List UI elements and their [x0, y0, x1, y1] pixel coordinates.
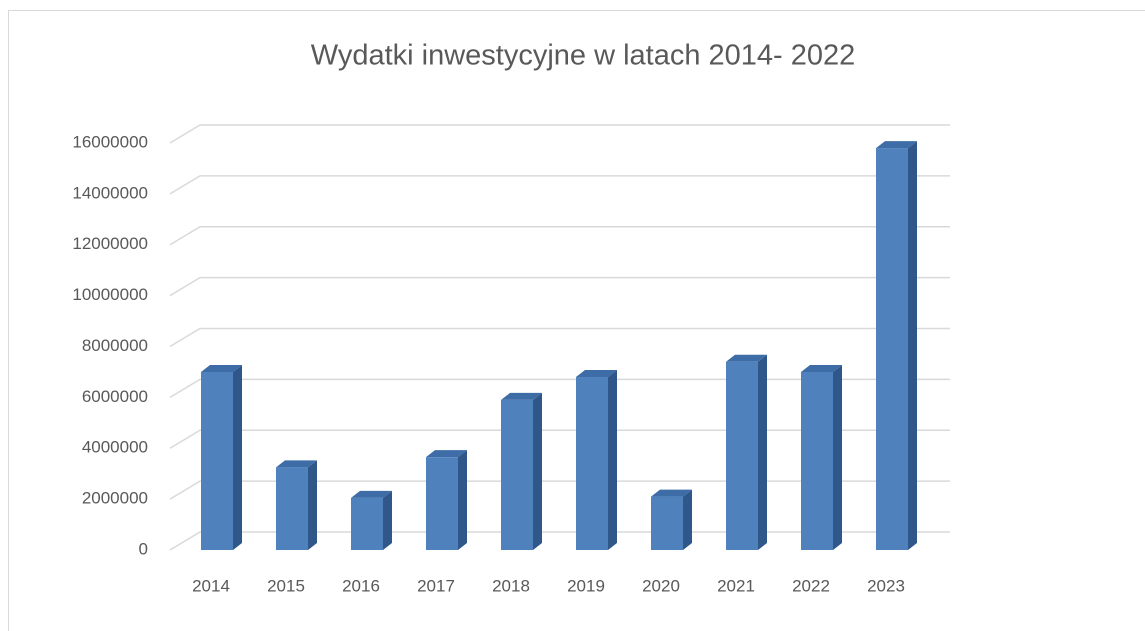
bar-top: [351, 490, 392, 498]
grid-line: [169, 276, 950, 297]
bar: [651, 496, 683, 550]
bar: [426, 457, 458, 550]
x-tick-label: 2019: [567, 576, 605, 595]
bar: [726, 361, 758, 550]
bar-side: [308, 460, 317, 550]
bar-side: [833, 364, 842, 550]
y-tick-label: 8000000: [82, 336, 148, 355]
bar-top: [651, 489, 692, 497]
bar-top: [426, 450, 467, 458]
grid-line: [169, 226, 950, 246]
bar: [576, 377, 608, 550]
bar: [501, 399, 533, 550]
x-tick-label: 2023: [867, 576, 905, 595]
bar: [801, 371, 833, 550]
x-tick-label: 2017: [417, 576, 455, 595]
chart-frame: [8, 10, 1145, 631]
grid-line: [169, 480, 950, 500]
grid-line: [169, 327, 950, 348]
y-tick-label: 14000000: [72, 183, 148, 202]
y-tick-label: 4000000: [82, 438, 148, 457]
y-tick-label: 2000000: [82, 489, 148, 508]
y-tick-label: 10000000: [72, 285, 148, 304]
bar-side: [233, 364, 242, 550]
bar-top: [276, 460, 317, 468]
bar-top: [201, 364, 242, 372]
x-tick-label: 2018: [492, 576, 530, 595]
x-tick-label: 2022: [792, 576, 830, 595]
x-tick-label: 2021: [717, 576, 755, 595]
bar-side: [608, 370, 617, 550]
bar-side: [383, 490, 392, 550]
bar-side: [458, 450, 467, 550]
y-tick-label: 0: [139, 539, 148, 558]
chart-title: Wydatki inwestycyjne w latach 2014- 2022: [311, 40, 856, 72]
bar: [201, 371, 233, 550]
bar: [351, 497, 383, 550]
x-tick-label: 2016: [342, 576, 380, 595]
x-tick-label: 2015: [267, 576, 305, 595]
grid-line: [169, 531, 950, 551]
bar-side: [758, 354, 767, 550]
grid-line: [169, 429, 950, 449]
grid-line: [169, 175, 950, 195]
bar-side: [533, 392, 542, 550]
x-tick-label: 2014: [192, 576, 230, 595]
bar-top: [576, 370, 617, 378]
bar-top: [876, 141, 917, 149]
bar-side: [683, 489, 692, 550]
bar-side: [908, 141, 917, 550]
y-tick-label: 6000000: [82, 387, 148, 406]
x-tick-label: 2020: [642, 576, 680, 595]
bar-top: [501, 392, 542, 400]
bar: [876, 148, 908, 550]
bar-top: [801, 364, 842, 372]
bar-top: [726, 354, 767, 362]
y-tick-label: 16000000: [72, 132, 148, 151]
grid-line: [169, 378, 950, 399]
bar: [276, 467, 308, 550]
grid-line: [169, 124, 950, 144]
y-tick-label: 12000000: [72, 234, 148, 253]
